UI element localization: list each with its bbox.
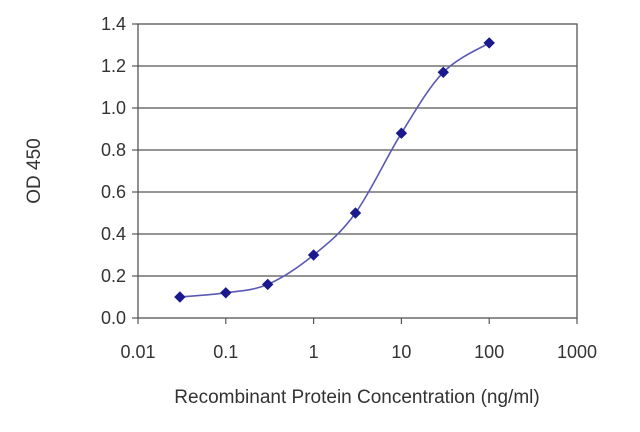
x-tick-label: 1 <box>309 342 319 362</box>
data-point-marker <box>220 287 232 299</box>
x-tick-label: 0.01 <box>120 342 155 362</box>
y-axis-ticks: 0.0 0.2 0.4 0.6 0.8 1.0 1.2 1.4 <box>101 14 138 328</box>
plot-area-frame <box>137 23 578 319</box>
data-point-marker <box>261 278 274 291</box>
gridlines <box>138 65 577 277</box>
x-tick-label: 100 <box>474 342 504 362</box>
x-tick-label: 1000 <box>557 342 597 362</box>
data-point-marker <box>174 291 186 303</box>
series-line <box>179 42 490 298</box>
data-series <box>174 37 495 303</box>
y-tick-label: 0.8 <box>101 140 126 160</box>
x-tick-label: 0.1 <box>213 342 238 362</box>
y-tick-label: 0.6 <box>101 182 126 202</box>
y-tick-label: 0.2 <box>101 266 126 286</box>
data-point-marker <box>395 127 408 139</box>
y-tick-label: 1.0 <box>101 98 126 118</box>
data-point-marker <box>483 37 495 49</box>
y-axis-title: OD 450 <box>24 138 45 203</box>
x-axis-ticks: 0.01 0.1 1 10 100 1000 <box>120 318 597 362</box>
x-axis-title: Recombinant Protein Concentration (ng/ml… <box>174 387 539 408</box>
data-point-marker <box>349 207 362 219</box>
data-point-marker <box>437 66 449 79</box>
x-tick-label: 10 <box>391 342 411 362</box>
data-point-marker <box>307 249 320 261</box>
y-tick-label: 0.0 <box>101 308 126 328</box>
y-tick-label: 1.2 <box>101 56 126 76</box>
y-tick-label: 1.4 <box>101 14 126 34</box>
y-tick-label: 0.4 <box>101 224 126 244</box>
